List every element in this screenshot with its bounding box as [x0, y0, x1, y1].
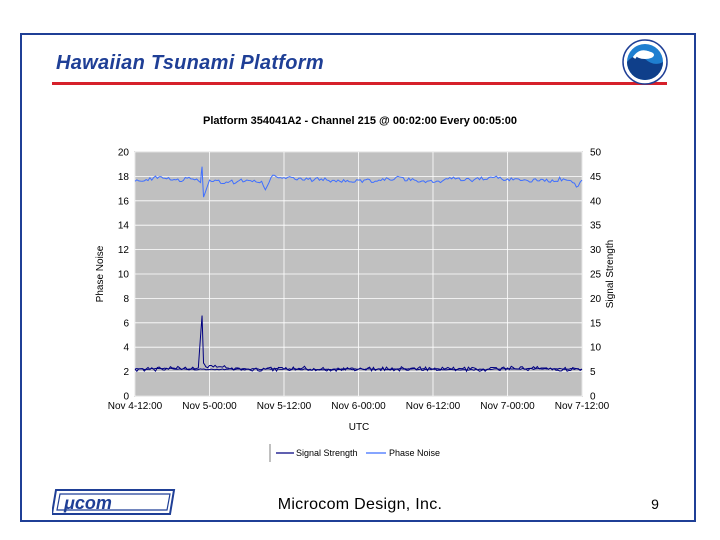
left-tick-label: 0 — [123, 392, 129, 403]
left-tick-label: 18 — [118, 172, 130, 183]
x-tick-label: Nov 7-12:00 — [555, 401, 610, 412]
y-axis-label-right: Signal Strength — [605, 240, 616, 308]
right-tick-label: 15 — [590, 318, 602, 329]
right-tick-label: 30 — [590, 245, 602, 256]
left-tick-label: 2 — [123, 367, 129, 378]
grid-lines — [134, 151, 583, 397]
right-tick-label: 40 — [590, 196, 602, 207]
left-tick-label: 12 — [118, 245, 130, 256]
right-tick-label: 10 — [590, 343, 602, 354]
left-tick-label: 14 — [118, 221, 130, 232]
svg-text:μcom: μcom — [63, 493, 112, 513]
left-tick-label: 6 — [123, 318, 129, 329]
x-tick-label: Nov 6-00:00 — [331, 401, 386, 412]
slide-frame — [20, 33, 696, 522]
page-number: 9 — [651, 496, 659, 512]
x-tick-label: Nov 5-12:00 — [257, 401, 312, 412]
right-tick-label: 5 — [590, 367, 596, 378]
legend-label-signal-strength: Signal Strength — [296, 448, 358, 458]
series-line-phase-noise — [134, 315, 583, 373]
series-layer — [134, 166, 583, 373]
left-tick-label: 16 — [118, 196, 130, 207]
series-line-phase-noise — [134, 166, 583, 198]
phase-noise-chart: Platform 354041A2 - Channel 215 @ 00:02:… — [95, 115, 616, 462]
right-tick-label: 45 — [590, 172, 602, 183]
left-axis-ticks: 0 2 4 6 8 10 12 14 16 18 20 — [118, 148, 130, 403]
right-tick-label: 25 — [590, 270, 602, 281]
left-tick-label: 4 — [123, 343, 129, 354]
x-tick-label: Nov 6-12:00 — [406, 401, 461, 412]
right-tick-label: 20 — [590, 294, 602, 305]
footer-company-name: Microcom Design, Inc. — [277, 496, 443, 513]
right-tick-label: 50 — [590, 148, 602, 159]
noaa-logo-icon — [622, 39, 668, 85]
legend: Signal Strength Phase Noise — [269, 444, 440, 462]
left-tick-label: 8 — [123, 294, 129, 305]
microcom-logo-icon: μcom — [52, 489, 176, 515]
left-tick-label: 20 — [118, 148, 130, 159]
left-tick-label: 10 — [118, 270, 130, 281]
x-axis-label: UTC — [349, 422, 370, 433]
slide-title: Hawaiian Tsunami Platform — [56, 52, 324, 74]
y-axis-label-left: Phase Noise — [95, 245, 106, 302]
right-axis-ticks: 0 5 10 15 20 25 30 35 40 45 50 — [590, 148, 602, 403]
x-tick-label: Nov 7-00:00 — [480, 401, 535, 412]
legend-label-phase-noise: Phase Noise — [389, 448, 440, 458]
x-axis-ticks: Nov 4-12:00 Nov 5-00:00 Nov 5-12:00 Nov 6-0… — [108, 401, 610, 412]
x-tick-label: Nov 5-00:00 — [182, 401, 237, 412]
right-tick-label: 0 — [590, 392, 596, 403]
x-tick-label: Nov 4-12:00 — [108, 401, 163, 412]
right-tick-label: 35 — [590, 221, 602, 232]
chart-title: Platform 354041A2 - Channel 215 @ 00:02:… — [203, 115, 517, 127]
title-divider — [52, 82, 667, 85]
